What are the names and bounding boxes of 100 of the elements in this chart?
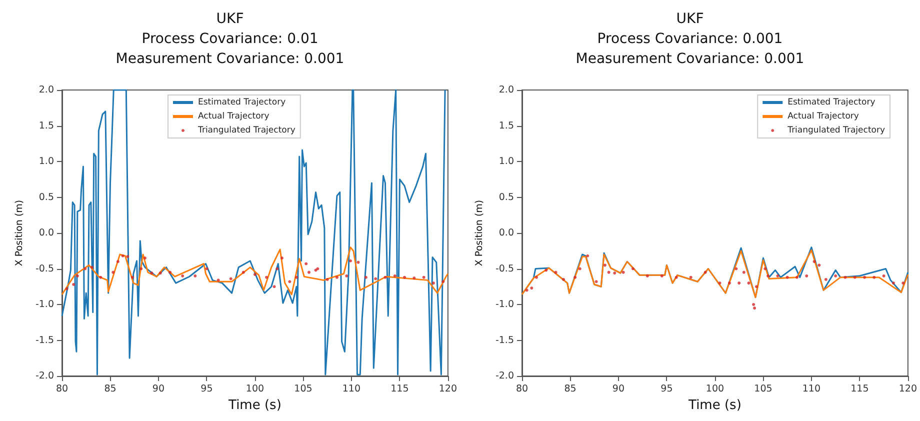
x-axis-title: Time (s) (228, 398, 282, 413)
point (374, 277, 378, 280)
point (90, 266, 94, 269)
chart-title: UKF Process Covariance: 0.01 Measurement Covariance: 0.001 (116, 11, 344, 67)
x-tick-label: 120 (898, 384, 918, 394)
point (776, 274, 780, 278)
point (265, 276, 268, 279)
x-tick-label: 115 (850, 384, 869, 394)
point (121, 254, 124, 258)
point (578, 267, 582, 270)
point (660, 274, 664, 278)
x-tick-label: 80 (516, 384, 528, 394)
x-tick-label: 105 (294, 384, 312, 394)
point (422, 276, 426, 279)
point (753, 306, 756, 310)
point (728, 282, 731, 285)
y-tick-label: -1.0 (495, 299, 514, 310)
chart-title: UKF Process Covariance: 0.001 Measurement Covariance: 0.001 (576, 11, 804, 67)
point (72, 282, 76, 286)
point (631, 267, 634, 270)
x-tick-label: 90 (612, 384, 625, 394)
y-tick-label: 1.5 (498, 120, 514, 132)
y-tick-label: 0.5 (498, 192, 514, 203)
y-tick-label: -0.5 (495, 263, 514, 274)
x-tick-label: 85 (104, 384, 116, 394)
point (432, 282, 435, 285)
point (99, 276, 102, 279)
point (863, 276, 866, 279)
point (766, 274, 770, 278)
legend-label: Actual Trajectory (198, 112, 270, 122)
point (216, 278, 220, 282)
point (412, 276, 416, 280)
point (844, 276, 847, 279)
point (603, 264, 606, 267)
y-tick-label: 1.0 (38, 156, 54, 167)
point (194, 274, 197, 278)
point (718, 282, 722, 285)
x-tick-label: 110 (802, 384, 821, 394)
point (242, 270, 245, 274)
point (742, 270, 746, 274)
x-tick-label: 110 (342, 384, 361, 394)
x-tick-label: 120 (438, 384, 458, 394)
y-tick-label: -2.0 (35, 370, 54, 382)
point (586, 254, 590, 258)
point (853, 276, 856, 279)
legend-label: Actual Trajectory (788, 112, 859, 122)
point (116, 260, 120, 264)
x-tick-label: 85 (564, 384, 576, 394)
point (674, 276, 678, 279)
point (280, 256, 284, 260)
y-tick-label: 2.0 (498, 84, 514, 96)
point (574, 276, 577, 279)
point (364, 276, 368, 279)
y-tick-label: 0.0 (498, 228, 514, 238)
point (143, 256, 146, 260)
point (562, 278, 565, 281)
point (253, 272, 256, 276)
y-tick-label: -2.0 (495, 370, 514, 382)
point (594, 280, 598, 284)
point (747, 282, 750, 285)
point (345, 274, 348, 278)
legend-label: Estimated Trajectory (788, 98, 876, 108)
point (786, 276, 789, 279)
point (812, 260, 816, 264)
y-tick-label: -1.5 (495, 334, 514, 346)
point (530, 286, 534, 290)
point (150, 272, 154, 275)
point (607, 270, 610, 274)
x-tick-label: 100 (246, 384, 264, 394)
point (384, 276, 387, 279)
point (902, 282, 905, 285)
point (752, 303, 756, 306)
point (403, 276, 406, 279)
point (205, 267, 208, 270)
point (356, 260, 360, 264)
point (818, 264, 821, 267)
y-tick-label: -0.5 (35, 263, 54, 274)
point (872, 276, 876, 279)
point (168, 270, 172, 274)
point (738, 282, 741, 285)
point (754, 285, 758, 288)
point (272, 285, 276, 288)
point (158, 272, 162, 275)
point (304, 262, 308, 266)
point (130, 276, 134, 279)
y-tick-label: 2.0 (38, 84, 54, 96)
point (308, 270, 310, 274)
point (335, 276, 338, 279)
point (544, 268, 548, 272)
y-axis-title: X Position (m) (474, 200, 486, 266)
point (824, 278, 828, 281)
x-tick-label: 80 (56, 384, 68, 394)
point (348, 259, 352, 262)
point (442, 280, 445, 284)
point (112, 270, 115, 274)
point (704, 270, 707, 274)
point (525, 288, 528, 292)
point (892, 282, 895, 285)
point (646, 274, 649, 278)
point (288, 280, 292, 284)
